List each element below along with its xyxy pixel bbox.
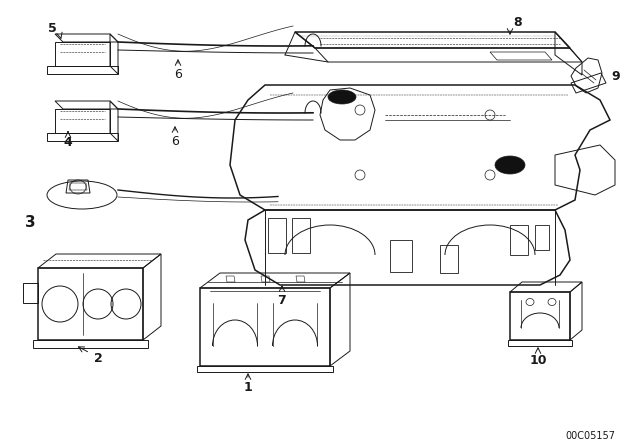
Text: 5: 5 [47,22,56,34]
Text: 8: 8 [514,16,522,29]
Ellipse shape [495,156,525,174]
Text: 2: 2 [93,352,102,365]
Text: 3: 3 [25,215,35,229]
Text: 6: 6 [171,134,179,147]
Ellipse shape [328,90,356,104]
Text: 10: 10 [529,353,547,366]
Text: 7: 7 [278,293,286,306]
Text: 00C05157: 00C05157 [565,431,615,441]
Text: 9: 9 [611,69,620,82]
Text: 4: 4 [63,135,72,148]
Text: 6: 6 [174,68,182,81]
Text: 1: 1 [244,380,252,393]
